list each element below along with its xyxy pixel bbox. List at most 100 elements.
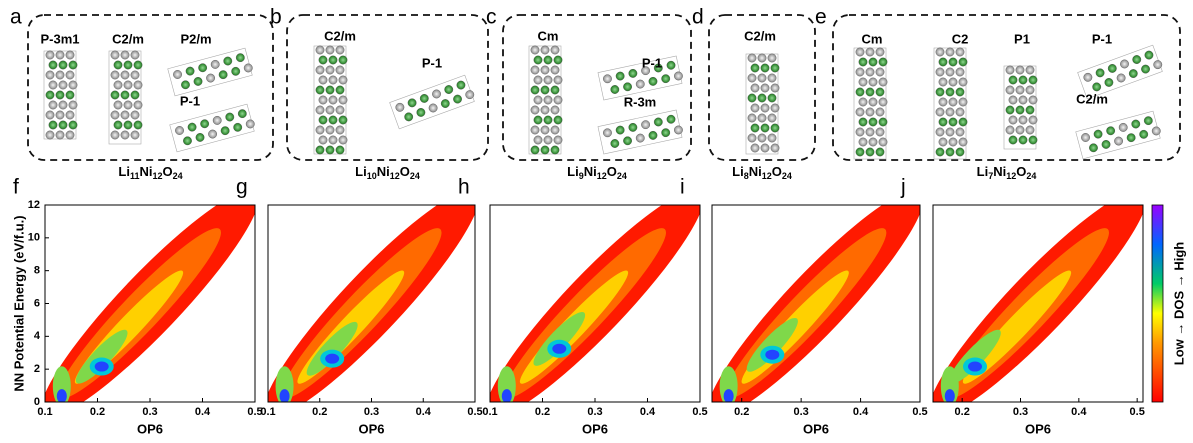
atom xyxy=(66,131,74,139)
atom xyxy=(114,61,122,69)
contour xyxy=(724,389,734,403)
atom xyxy=(1026,126,1034,134)
atom xyxy=(866,128,874,136)
atom xyxy=(758,134,766,142)
atom xyxy=(1026,66,1034,74)
atom xyxy=(959,98,967,106)
atom xyxy=(956,108,964,116)
space-group: P-1 xyxy=(422,55,442,70)
atom xyxy=(319,96,327,104)
x-tick-label: 0.5 xyxy=(912,406,927,418)
formula: Li8Ni12O24 xyxy=(732,164,792,181)
atom xyxy=(541,46,549,54)
slab xyxy=(390,74,477,128)
contour xyxy=(95,362,109,372)
atom xyxy=(859,98,867,106)
atom xyxy=(131,131,139,139)
atom xyxy=(866,148,874,156)
atom xyxy=(1143,116,1153,126)
atom xyxy=(326,126,334,134)
contour xyxy=(57,389,67,403)
atom xyxy=(534,116,542,124)
atom xyxy=(1019,116,1027,124)
atom xyxy=(635,79,645,89)
atom xyxy=(531,146,539,154)
atom xyxy=(761,84,769,92)
contour xyxy=(502,389,512,403)
atom xyxy=(66,71,74,79)
atom xyxy=(59,81,67,89)
atom xyxy=(69,61,77,69)
space-group: Cm xyxy=(538,28,559,43)
atom xyxy=(407,97,418,108)
atom xyxy=(869,58,877,66)
y-tick-label: 8 xyxy=(34,265,40,277)
formula-element: Ni xyxy=(377,164,390,179)
atom xyxy=(121,111,129,119)
atom xyxy=(661,128,671,138)
atom xyxy=(456,80,467,91)
atom xyxy=(1131,119,1141,129)
formula-subscript: 24 xyxy=(410,171,420,181)
atom xyxy=(114,101,122,109)
space-group: Cm xyxy=(862,31,883,46)
atom xyxy=(939,138,947,146)
formula-element: O xyxy=(772,164,782,179)
atom xyxy=(235,53,245,63)
x-tick-label: 0.4 xyxy=(853,406,869,418)
atom xyxy=(1088,143,1098,153)
atom xyxy=(544,116,552,124)
atom xyxy=(339,76,347,84)
atom xyxy=(541,66,549,74)
atom xyxy=(182,136,192,146)
atom xyxy=(124,121,132,129)
atom xyxy=(56,91,64,99)
atom xyxy=(1016,86,1024,94)
atom xyxy=(761,104,769,112)
atom xyxy=(111,111,119,119)
atom xyxy=(748,114,756,122)
atom xyxy=(1140,64,1151,75)
atom xyxy=(751,64,759,72)
x-axis-label: OP6 xyxy=(137,421,163,436)
atom xyxy=(544,136,552,144)
atom xyxy=(1131,54,1142,65)
atom xyxy=(1016,66,1024,74)
atom xyxy=(111,131,119,139)
atom xyxy=(1029,96,1037,104)
atom xyxy=(866,108,874,116)
atom xyxy=(554,56,562,64)
atom xyxy=(856,68,864,76)
atom xyxy=(319,116,327,124)
atom xyxy=(336,46,344,54)
atom xyxy=(531,66,539,74)
atom xyxy=(648,130,658,140)
atom xyxy=(666,60,676,70)
atom xyxy=(866,48,874,56)
atom xyxy=(949,78,957,86)
atom xyxy=(121,131,129,139)
atom xyxy=(771,84,779,92)
atom xyxy=(336,146,344,154)
atom xyxy=(956,68,964,76)
x-tick-label: 0.1 xyxy=(260,406,275,418)
density-contours xyxy=(466,171,724,437)
panel-letter: e xyxy=(815,6,827,29)
atom xyxy=(69,121,77,129)
atom xyxy=(198,63,208,73)
atom xyxy=(856,88,864,96)
x-axis-label: OP6 xyxy=(803,421,829,436)
atom xyxy=(946,148,954,156)
atom xyxy=(541,126,549,134)
atom xyxy=(220,126,230,136)
y-tick-label: 6 xyxy=(34,297,40,309)
atom xyxy=(876,48,884,56)
atom xyxy=(185,66,195,76)
atom xyxy=(936,148,944,156)
atom xyxy=(554,116,562,124)
space-group: C2/m xyxy=(1076,91,1108,106)
atom xyxy=(610,85,620,95)
atom xyxy=(936,68,944,76)
x-tick-label: 0.3 xyxy=(587,406,602,418)
atom xyxy=(551,146,559,154)
